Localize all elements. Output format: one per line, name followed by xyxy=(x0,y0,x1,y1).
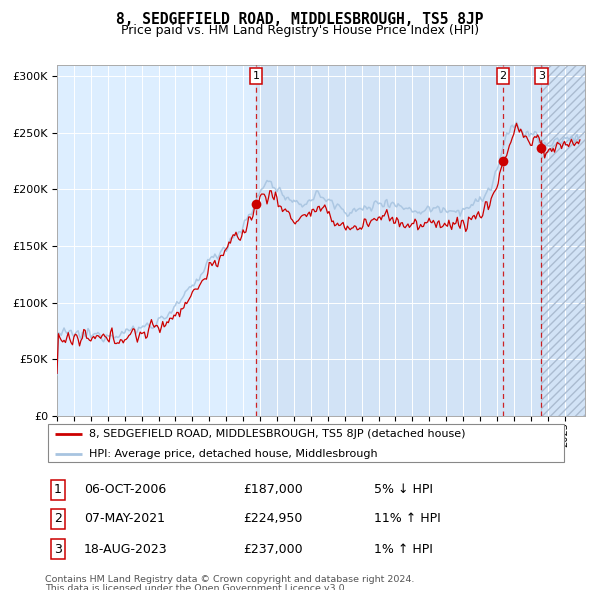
Text: £237,000: £237,000 xyxy=(244,543,303,556)
Text: 3: 3 xyxy=(538,71,545,81)
Text: 06-OCT-2006: 06-OCT-2006 xyxy=(84,483,166,496)
Text: Contains HM Land Registry data © Crown copyright and database right 2024.: Contains HM Land Registry data © Crown c… xyxy=(45,575,415,584)
Bar xyxy=(541,65,585,416)
Text: 5% ↓ HPI: 5% ↓ HPI xyxy=(374,483,433,496)
Text: £224,950: £224,950 xyxy=(244,512,303,526)
Text: 07-MAY-2021: 07-MAY-2021 xyxy=(84,512,165,526)
Text: 1: 1 xyxy=(253,71,259,81)
Text: Price paid vs. HM Land Registry's House Price Index (HPI): Price paid vs. HM Land Registry's House … xyxy=(121,24,479,37)
Text: 18-AUG-2023: 18-AUG-2023 xyxy=(84,543,168,556)
Bar xyxy=(256,65,541,416)
Text: 8, SEDGEFIELD ROAD, MIDDLESBROUGH, TS5 8JP (detached house): 8, SEDGEFIELD ROAD, MIDDLESBROUGH, TS5 8… xyxy=(89,430,466,440)
Bar xyxy=(541,65,585,416)
Text: 1: 1 xyxy=(54,483,62,496)
Text: 3: 3 xyxy=(54,543,62,556)
FancyBboxPatch shape xyxy=(47,424,565,462)
Text: 1% ↑ HPI: 1% ↑ HPI xyxy=(374,543,433,556)
Text: 2: 2 xyxy=(499,71,506,81)
Text: 11% ↑ HPI: 11% ↑ HPI xyxy=(374,512,440,526)
Text: This data is licensed under the Open Government Licence v3.0.: This data is licensed under the Open Gov… xyxy=(45,584,347,590)
Text: HPI: Average price, detached house, Middlesbrough: HPI: Average price, detached house, Midd… xyxy=(89,450,378,460)
Text: 2: 2 xyxy=(54,512,62,526)
Text: £187,000: £187,000 xyxy=(244,483,303,496)
Text: 8, SEDGEFIELD ROAD, MIDDLESBROUGH, TS5 8JP: 8, SEDGEFIELD ROAD, MIDDLESBROUGH, TS5 8… xyxy=(116,12,484,27)
